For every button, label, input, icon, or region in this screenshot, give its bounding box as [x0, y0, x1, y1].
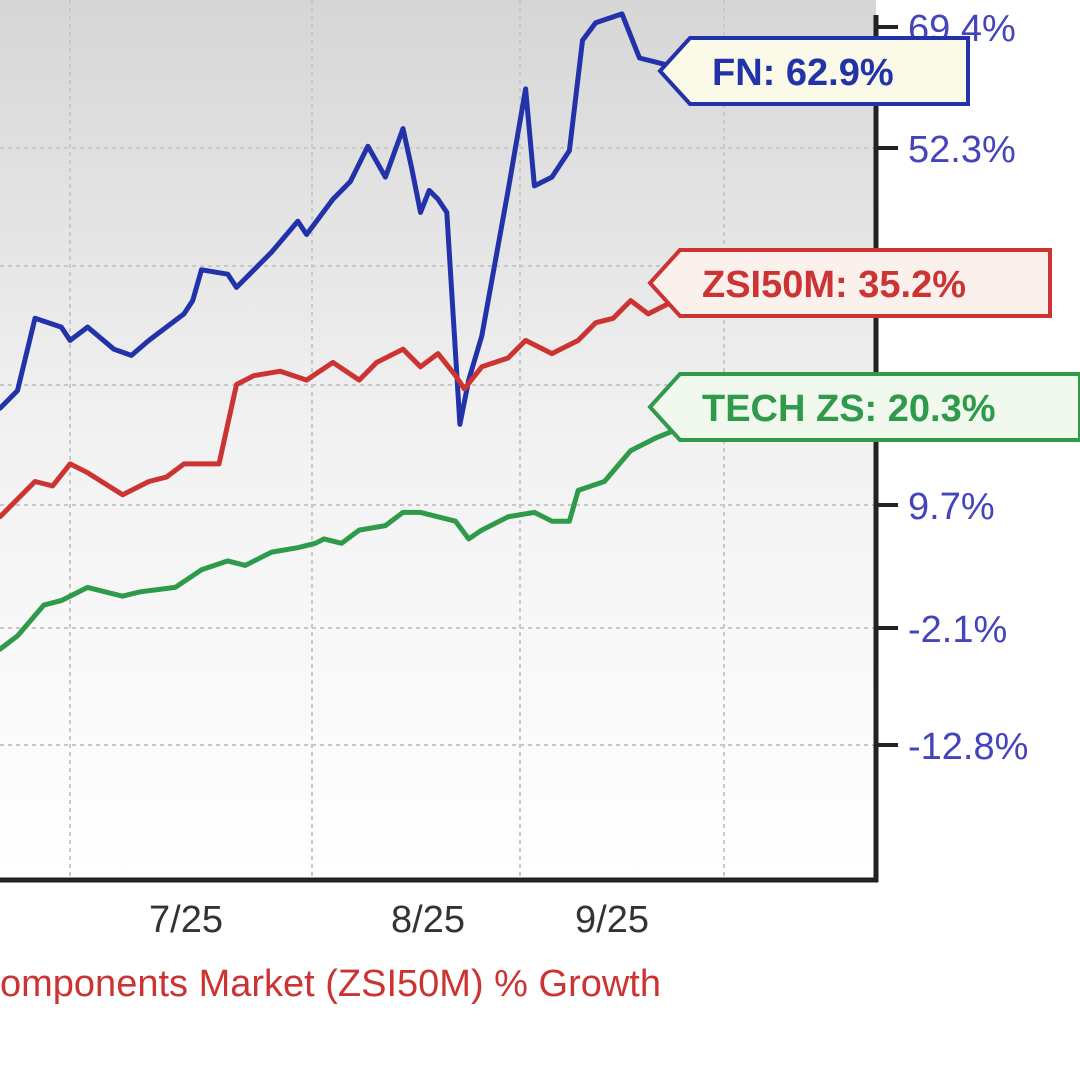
series-lines — [0, 11, 677, 652]
x-tick-label: 9/25 — [575, 899, 649, 941]
series-label-text: FN: 62.9% — [712, 52, 894, 94]
series-label-text: ZSI50M: 35.2% — [702, 264, 966, 306]
series-line-tech-zs — [0, 427, 677, 652]
y-tick-label: -12.8% — [908, 726, 1028, 768]
x-tick-label: 7/25 — [149, 899, 223, 941]
series-line-zsi50m — [0, 298, 677, 520]
y-tick-label: 52.3% — [908, 129, 1016, 171]
x-axis-ticks: 7/25 8/25 9/25 — [149, 899, 649, 941]
chart-subtitle: omponents Market (ZSI50M) % Growth — [0, 963, 661, 1005]
series-value-labels: FN: 62.9% ZSI50M: 35.2% TECH ZS: 20.3% — [647, 36, 1080, 442]
x-tick-label: 8/25 — [391, 899, 465, 941]
series-label-box — [647, 372, 1080, 442]
series-line-fn — [0, 11, 677, 427]
y-tick-label: 9.7% — [908, 486, 995, 528]
series-label-text: TECH ZS: 20.3% — [702, 388, 996, 430]
series-label-box — [647, 248, 1052, 318]
series-label-box — [657, 36, 970, 106]
y-tick-label: -2.1% — [908, 609, 1007, 651]
